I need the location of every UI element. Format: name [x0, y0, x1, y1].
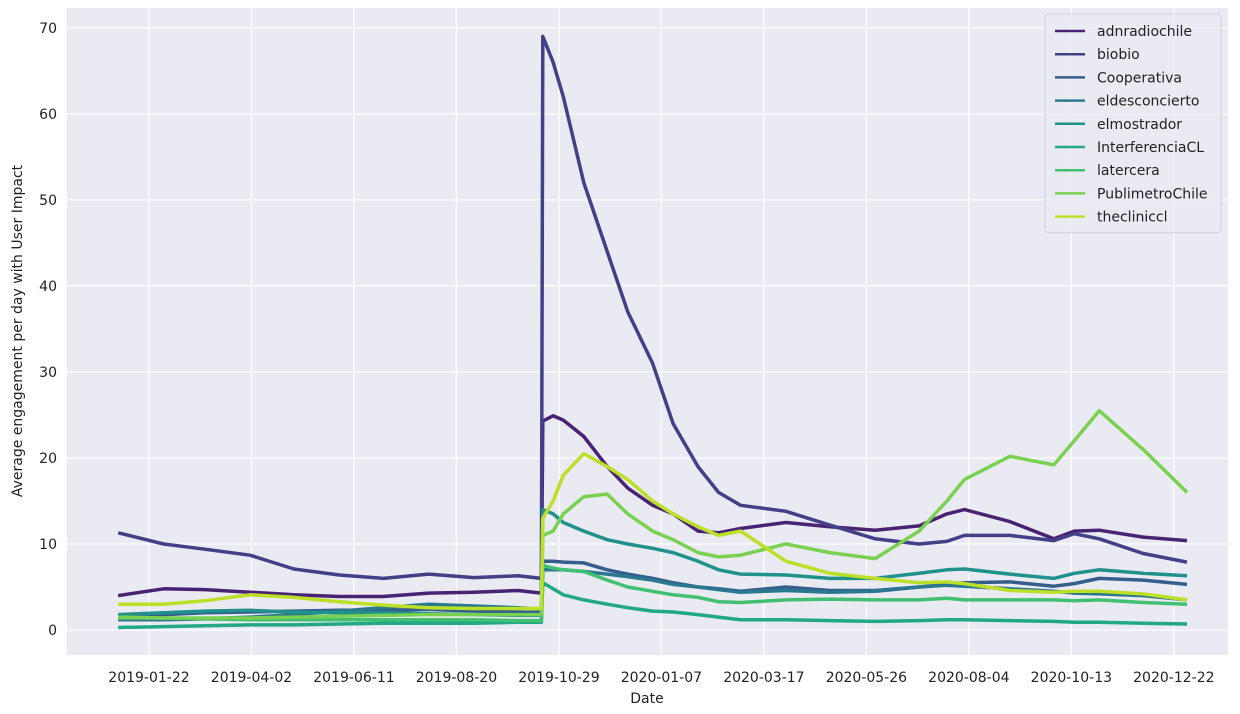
legend-label: latercera — [1097, 163, 1160, 179]
y-tick-label: 60 — [39, 107, 57, 123]
legend-label: eldesconcierto — [1097, 94, 1199, 110]
x-tick-label: 2020-08-04 — [928, 670, 1009, 686]
y-tick-label: 40 — [39, 279, 57, 295]
y-tick-label: 70 — [39, 21, 57, 37]
legend-label: PublimetroChile — [1097, 186, 1208, 202]
x-tick-label: 2019-08-20 — [416, 670, 497, 686]
line — [117, 34, 1188, 581]
line — [118, 580, 1188, 630]
y-tick-label: 30 — [39, 365, 57, 381]
legend-label: InterferenciaCL — [1097, 140, 1204, 156]
x-tick-label: 2019-10-29 — [518, 670, 599, 686]
x-tick-label: 2020-01-07 — [621, 670, 702, 686]
y-tick-label: 50 — [39, 193, 57, 209]
x-axis-label: Date — [630, 691, 663, 707]
line — [118, 563, 1188, 623]
x-tick-label: 2019-01-22 — [108, 670, 189, 686]
legend-label: Cooperativa — [1097, 70, 1182, 86]
x-tick-label: 2019-04-02 — [211, 670, 292, 686]
y-axis-label: Average engagement per day with User Imp… — [10, 164, 26, 497]
x-tick-label: 2020-10-13 — [1031, 670, 1112, 686]
y-tick-label: 10 — [39, 537, 57, 553]
x-tick-label: 2020-03-17 — [723, 670, 804, 686]
line — [118, 451, 1188, 611]
line — [117, 414, 1188, 599]
line — [118, 408, 1189, 620]
legend-label: thecliniccl — [1097, 210, 1168, 226]
y-tick-label: 0 — [48, 623, 57, 639]
legend-label: adnradiochile — [1097, 24, 1192, 40]
y-tick-label: 20 — [39, 451, 57, 467]
x-tick-label: 2019-06-11 — [313, 670, 394, 686]
x-tick-label: 2020-05-26 — [826, 670, 907, 686]
legend-label: biobio — [1097, 47, 1140, 63]
legend-label: elmostrador — [1097, 117, 1182, 133]
legend-box — [1044, 13, 1222, 234]
line — [118, 507, 1188, 618]
x-tick-label: 2020-12-22 — [1133, 670, 1214, 686]
